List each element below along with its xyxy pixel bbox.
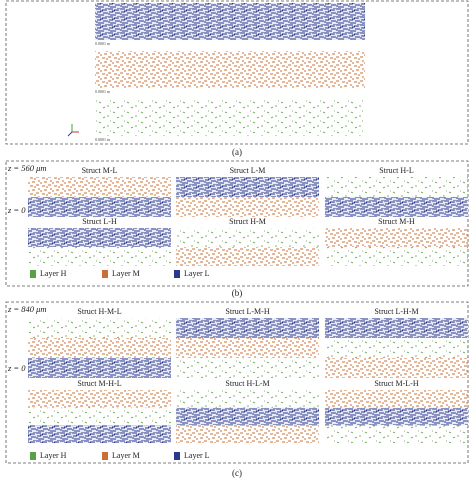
layer-image [28, 177, 171, 197]
layer-image [176, 358, 319, 378]
layer-image [28, 358, 171, 378]
legend-swatch [102, 270, 108, 278]
scale-label: 0.0001 m [95, 137, 111, 142]
layer-image [325, 197, 468, 217]
legend-label: Layer H [40, 451, 67, 460]
struct-label: Struct H-L-M [225, 379, 269, 388]
z-label: z = 0 [7, 205, 26, 215]
struct-label: Struct M-L [82, 166, 118, 175]
struct-label: Struct H-M [229, 217, 266, 226]
layer-image [95, 51, 365, 88]
struct-label: Struct H-M-L [77, 307, 121, 316]
legend-label: Layer M [112, 451, 140, 460]
caption: (c) [232, 468, 242, 478]
struct-label: Struct L-M [230, 166, 266, 175]
panel-frame [5, 160, 469, 287]
axis-icon [67, 124, 79, 137]
panel-frame [5, 301, 469, 464]
layer-image [325, 358, 468, 378]
layer-image [325, 425, 468, 443]
layer-image [325, 318, 468, 338]
scale-label: 0.0001 m [95, 89, 111, 94]
z-label: z = 560 μm [7, 163, 47, 173]
layer-image [176, 390, 319, 408]
legend-label: Layer H [40, 269, 67, 278]
struct-label: Struct M-L-H [374, 379, 418, 388]
layer-image [176, 338, 319, 358]
layer-image [28, 338, 171, 358]
legend-swatch [30, 452, 36, 460]
panel-frame [5, 0, 469, 145]
scale-label: 0.0001 m [95, 41, 111, 46]
layer-image [28, 407, 171, 426]
layer-image [28, 228, 171, 247]
legend-label: Layer L [184, 451, 210, 460]
layer-image [176, 318, 319, 338]
struct-label: Struct L-M-H [225, 307, 269, 316]
layer-image [325, 177, 468, 197]
z-label: z = 840 μm [7, 304, 47, 314]
struct-label: Struct H-L [379, 166, 414, 175]
struct-label: Struct L-H [82, 217, 117, 226]
layer-image [28, 247, 171, 266]
layer-image [28, 390, 171, 408]
struct-label: Struct L-H-M [374, 307, 418, 316]
layer-image [176, 407, 319, 426]
caption: (b) [232, 288, 243, 298]
struct-label: Struct M-H-L [77, 379, 121, 388]
legend-swatch [174, 452, 180, 460]
legend-swatch [102, 452, 108, 460]
struct-label: Struct M-H [378, 217, 415, 226]
layer-image [176, 247, 319, 266]
layer-image [95, 3, 365, 40]
legend-swatch [174, 270, 180, 278]
layer-image [28, 318, 171, 338]
layer-image [28, 425, 171, 443]
layer-image [28, 197, 171, 217]
layer-image [176, 228, 319, 247]
layer-image [325, 247, 468, 266]
layer-image [176, 197, 319, 217]
layer-image [325, 390, 468, 408]
layer-image [176, 177, 319, 197]
layer-image [325, 228, 468, 247]
layer-image [325, 338, 468, 358]
legend-label: Layer M [112, 269, 140, 278]
layer-image [176, 425, 319, 443]
layer-image [95, 99, 365, 136]
layer-image [325, 407, 468, 426]
legend-label: Layer L [184, 269, 210, 278]
caption: (a) [232, 147, 242, 157]
z-label: z = 0 [7, 363, 26, 373]
legend-swatch [30, 270, 36, 278]
